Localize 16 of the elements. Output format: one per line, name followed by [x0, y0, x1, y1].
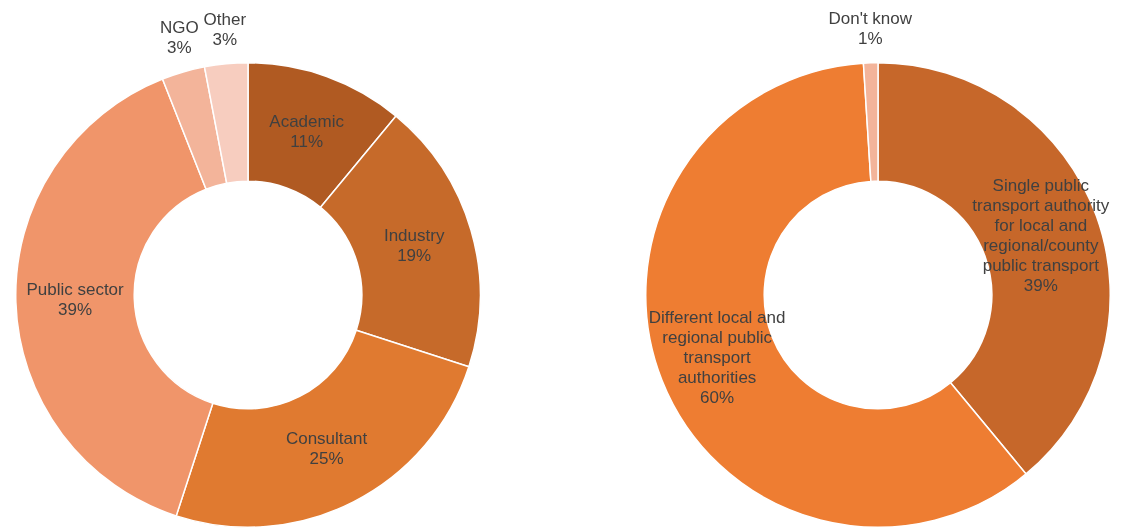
- data-label: 60%: [700, 388, 735, 408]
- slice-label: Industry: [383, 226, 445, 246]
- data-label: 25%: [309, 448, 344, 468]
- slice-label: Public sector: [26, 280, 125, 300]
- slice-label: Academic: [269, 111, 345, 131]
- data-label: 19%: [397, 246, 432, 266]
- data-label: 3%: [212, 29, 238, 49]
- slice-label: NGO: [159, 18, 199, 38]
- data-label: 39%: [58, 300, 93, 320]
- slice-label: Don't know: [828, 8, 913, 28]
- slice-label: Consultant: [285, 428, 368, 448]
- slice-label: Other: [203, 9, 247, 29]
- data-label: 3%: [167, 38, 192, 58]
- data-label: 39%: [1023, 276, 1058, 296]
- data-label: 1%: [857, 28, 883, 48]
- data-label: 11%: [290, 131, 323, 151]
